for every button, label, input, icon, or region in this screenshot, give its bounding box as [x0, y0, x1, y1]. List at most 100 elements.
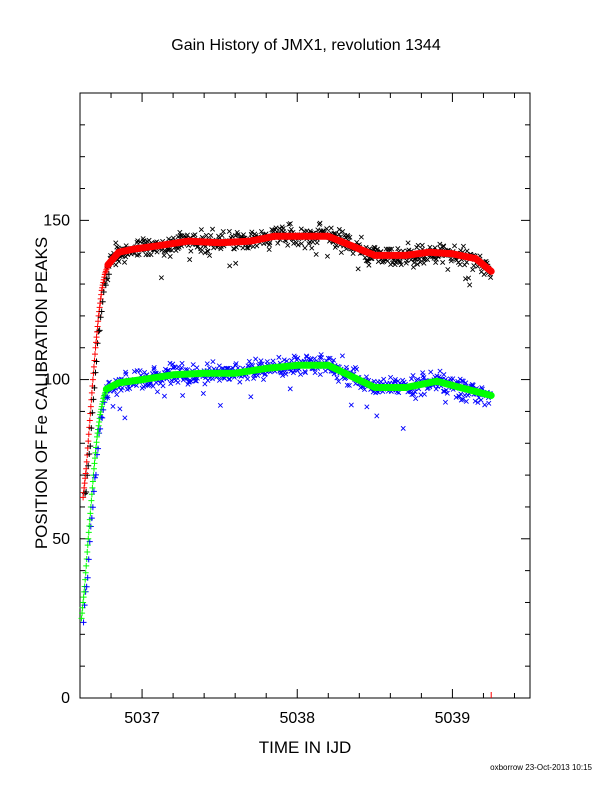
scatter-point [180, 392, 186, 399]
scatter-point [313, 251, 319, 257]
scatter-point [355, 266, 361, 272]
scatter-point [188, 248, 194, 254]
scatter-point [338, 249, 344, 255]
trend-line-1 [102, 361, 495, 399]
rise-point [100, 276, 107, 283]
scatter-point [317, 354, 323, 360]
x-tick-label: 5038 [279, 710, 315, 727]
scatter-point [340, 228, 346, 235]
scatter-point [233, 260, 239, 266]
scatter-point [198, 248, 204, 255]
scatter-point [463, 380, 469, 386]
rise-point [89, 484, 96, 491]
scatter-point [210, 359, 216, 365]
scatter-point [452, 243, 458, 249]
scatter-point [358, 234, 364, 240]
scatter-point [219, 232, 225, 238]
scatter-point [310, 239, 316, 245]
rise-point [85, 462, 92, 469]
rise-point [84, 574, 91, 581]
scatter-point [459, 378, 465, 384]
scatter-point [233, 361, 239, 367]
scatter-point [464, 259, 470, 265]
scatter-point [312, 370, 318, 376]
plot-frame-group [79, 92, 531, 699]
scatter-point [444, 390, 450, 396]
scatter-point [415, 242, 421, 248]
scatter-point [270, 358, 276, 364]
scatter-point [460, 243, 466, 249]
scatter-point [104, 395, 110, 401]
scatter-point [363, 374, 369, 380]
rise-point [92, 471, 99, 478]
scatter-point [317, 372, 323, 378]
scatter-point [137, 368, 143, 374]
rise-point [90, 465, 97, 472]
scatter-point [458, 391, 464, 397]
scatter-point [463, 276, 469, 282]
scatter-point [113, 240, 119, 246]
scatter-point [267, 240, 273, 246]
rise-point [95, 422, 102, 429]
trend-line-0 [104, 232, 495, 275]
rise-point [81, 588, 88, 595]
scatter-point [281, 357, 287, 363]
rise-point [96, 304, 103, 311]
scatter-point [325, 355, 331, 361]
scatter-point [397, 258, 403, 264]
scatter-point [388, 374, 394, 380]
scatter-point [135, 238, 141, 244]
rise-point [85, 431, 92, 438]
scatter-point [457, 262, 463, 268]
scatter-point [346, 382, 352, 388]
scatter-point [283, 371, 289, 377]
scatter-point [161, 252, 167, 258]
scatter-point [166, 367, 172, 373]
scatter-point [348, 402, 354, 408]
scatter-point [317, 220, 323, 226]
rise-point [86, 523, 93, 530]
scatter-point [209, 376, 215, 382]
scatter-point [307, 228, 313, 234]
rise-point [93, 358, 100, 365]
rise-point [87, 510, 94, 517]
scatter-point [421, 391, 427, 397]
scatter-point [331, 357, 337, 363]
scatter-point [445, 267, 451, 273]
scatter-point [253, 356, 259, 362]
scatter-point [379, 259, 385, 265]
scatter-point [400, 425, 406, 431]
scatter-point [150, 383, 156, 389]
scatter-point [404, 258, 410, 264]
scatter-point [440, 388, 446, 394]
scatter-point [412, 256, 418, 262]
scatter-point [354, 366, 360, 372]
scatter-point [450, 376, 456, 382]
rise-point [105, 271, 112, 278]
rise-point [88, 497, 95, 504]
scatter-point [210, 226, 216, 232]
rise-point [86, 417, 93, 424]
scatter-point [440, 259, 446, 265]
scatter-point [275, 240, 281, 246]
rise-point [102, 282, 109, 289]
scatter-point [302, 245, 308, 251]
x-axis-label: TIME IN IJD [258, 738, 352, 757]
scatter-point [148, 252, 154, 258]
scatter-point [217, 402, 223, 408]
rise-point [92, 449, 99, 456]
scatter-point [290, 370, 296, 376]
scatter-point [288, 368, 294, 374]
scatter-point [204, 361, 210, 367]
scatter-point [395, 246, 401, 252]
scatter-point [315, 227, 321, 233]
rise-point [101, 399, 108, 406]
scatter-point [175, 379, 181, 385]
scatter-point [299, 241, 305, 247]
rise-point [87, 403, 94, 410]
rise-point [89, 376, 96, 383]
scatter-point [460, 396, 466, 402]
rise-point [78, 615, 85, 622]
scatter-point [475, 399, 481, 405]
scatter-point [412, 389, 418, 395]
